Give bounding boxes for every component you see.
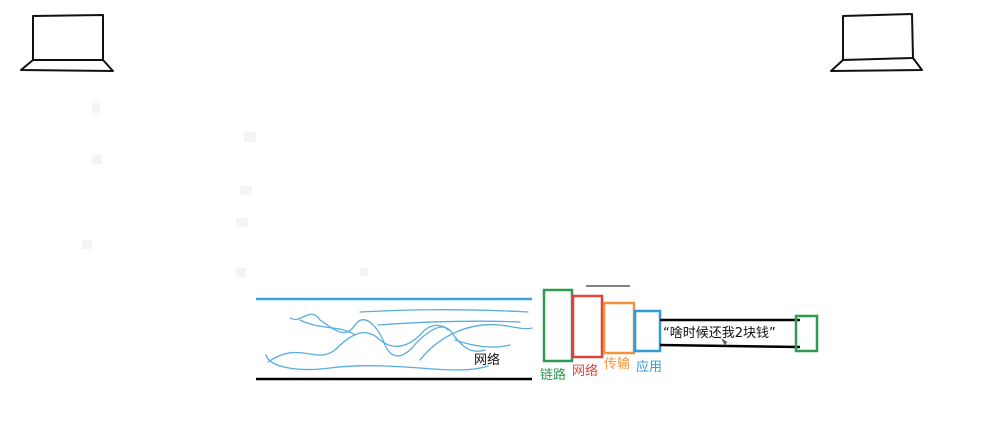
layer-network-box <box>571 294 604 359</box>
payload-message: “啥时候还我2块钱” <box>663 325 776 341</box>
layer-network-label: 网络 <box>572 363 598 379</box>
layer-link-box <box>542 288 574 363</box>
laptop-right-icon <box>830 13 923 72</box>
layer-application-box <box>633 309 662 353</box>
layer-link-label: 链路 <box>540 367 566 383</box>
layer-transport-label: 传输 <box>604 356 630 372</box>
layer-application-label: 应用 <box>636 359 662 375</box>
network-squiggles <box>265 309 533 371</box>
network-cloud-label: 网络 <box>474 352 500 368</box>
payload-tail-box <box>794 314 819 353</box>
layer-transport-box <box>602 301 636 355</box>
laptop-left-icon <box>20 14 114 72</box>
payload-bottom-edge <box>659 343 801 349</box>
faint-smudges <box>82 103 368 277</box>
cursor-icon <box>721 338 731 346</box>
